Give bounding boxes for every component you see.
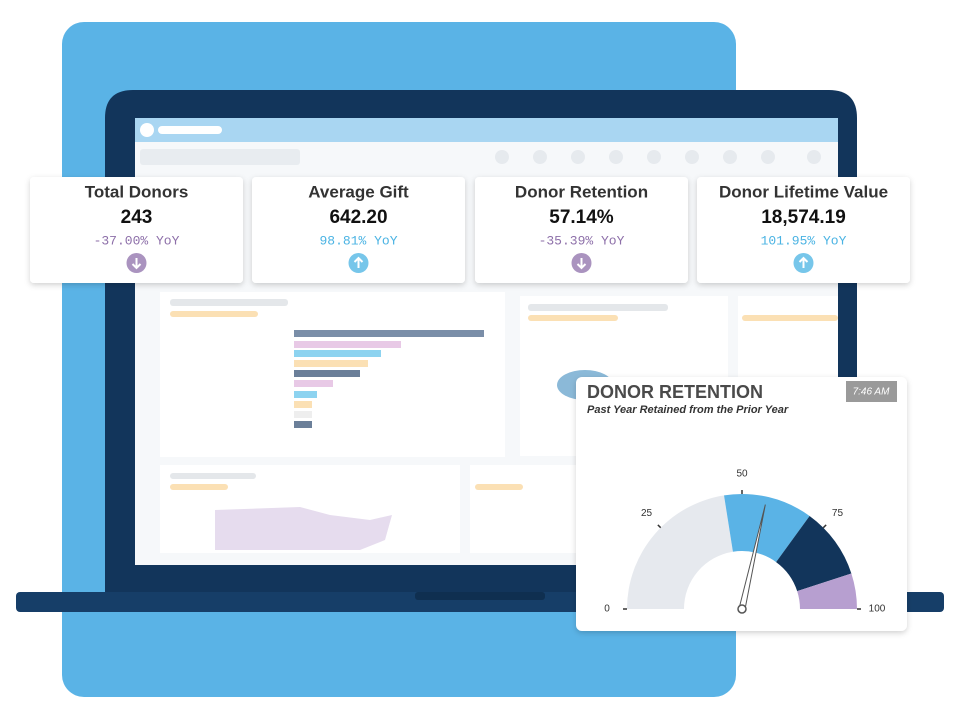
map-placeholder <box>215 507 392 550</box>
gauge-tick <box>657 524 662 529</box>
kpi-change: -37.00% YoY <box>94 233 180 248</box>
panel <box>470 465 580 553</box>
kpi-row: Total Donors 243 -37.00% YoY Average Gift 64… <box>30 177 910 283</box>
gauge-tick-label: 50 <box>736 469 748 480</box>
placeholder <box>170 311 258 317</box>
gauge: 0 25 50 75 100 <box>604 469 886 615</box>
placeholder-bars <box>294 330 484 428</box>
kpi-value: 57.14% <box>549 207 614 228</box>
screen-topbar <box>135 118 838 142</box>
placeholder <box>170 473 256 479</box>
kpi-title: Donor Retention <box>515 182 648 201</box>
gauge-subtitle: Past Year Retained from the Prior Year <box>587 404 789 416</box>
gauge-tick-label: 75 <box>832 508 844 519</box>
kpi-title: Donor Lifetime Value <box>719 182 888 201</box>
placeholder <box>475 484 523 490</box>
kpi-card <box>252 177 465 283</box>
gauge-band <box>776 515 852 592</box>
kpi-title: Average Gift <box>308 182 409 201</box>
gauge-band <box>797 573 857 609</box>
logo-text <box>158 126 222 134</box>
gauge-tick-label: 100 <box>869 604 886 615</box>
placeholder <box>170 299 288 306</box>
gauge-tick <box>822 524 827 529</box>
gauge-band <box>627 495 733 609</box>
kpi-card <box>697 177 910 283</box>
gauge-tick-label: 25 <box>641 508 653 519</box>
gauge-hub <box>737 604 747 614</box>
laptop-notch <box>415 592 545 600</box>
kpi-value: 18,574.19 <box>761 207 846 228</box>
gauge-band <box>724 493 810 563</box>
kpi-change: -35.39% YoY <box>539 233 625 248</box>
toolbar-icons <box>495 150 821 164</box>
placeholder <box>528 304 668 311</box>
placeholder <box>528 315 618 321</box>
time-label: 7:46 AM <box>853 387 891 398</box>
time-badge <box>846 381 897 402</box>
kpi-value: 642.20 <box>329 207 387 228</box>
kpi-title: Total Donors <box>85 182 189 201</box>
gauge-title: DONOR RETENTION <box>587 382 763 402</box>
placeholder <box>742 315 838 321</box>
trend-arrow <box>798 256 809 268</box>
placeholder <box>170 484 228 490</box>
gauge-tick-label: 0 <box>604 604 610 615</box>
kpi-card <box>475 177 688 283</box>
search-box[interactable] <box>140 149 300 165</box>
trend-arrow <box>353 256 364 268</box>
logo <box>140 123 154 137</box>
kpi-value: 243 <box>121 207 153 228</box>
kpi-card <box>30 177 243 283</box>
trend-arrow <box>131 258 142 270</box>
trend-arrow <box>576 258 587 270</box>
kpi-change: 98.81% YoY <box>319 233 397 248</box>
kpi-change: 101.95% YoY <box>761 233 847 248</box>
